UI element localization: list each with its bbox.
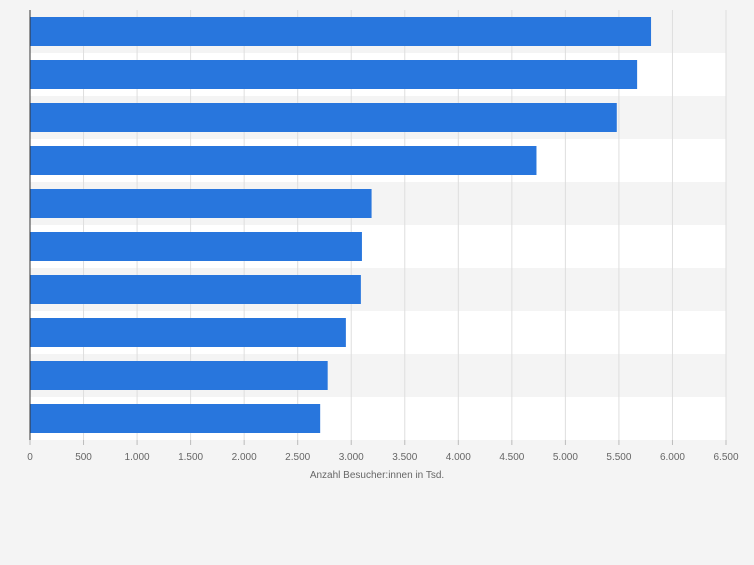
bars [30, 17, 652, 433]
x-tick-label: 4.500 [499, 452, 524, 463]
x-tick-label: 6.000 [660, 452, 685, 463]
x-tick-label: 2.500 [285, 452, 310, 463]
x-tick-label: 5.500 [606, 452, 631, 463]
bar [30, 17, 652, 46]
x-tick-label: 6.500 [713, 452, 738, 463]
bar [30, 318, 346, 347]
bar [30, 232, 362, 261]
x-axis-label: Anzahl Besucher:innen in Tsd. [310, 470, 444, 481]
x-tick-label: 5.000 [553, 452, 578, 463]
x-tick-label: 500 [75, 452, 92, 463]
bar [30, 361, 328, 390]
x-tick-label: 1.000 [125, 452, 150, 463]
x-tick-label: 3.500 [392, 452, 417, 463]
x-tick-label: 3.000 [339, 452, 364, 463]
bar [30, 275, 361, 304]
bar [30, 103, 617, 132]
bar [30, 189, 372, 218]
x-tick-labels: 0 500 1.000 1.500 2.000 2.500 3.000 3.500 4.000 4… [27, 452, 739, 463]
x-tick-label: 4.000 [446, 452, 471, 463]
x-tick-label: 0 [27, 452, 33, 463]
bar [30, 404, 321, 433]
bar [30, 146, 537, 175]
bar [30, 60, 638, 89]
x-tick-label: 2.000 [232, 452, 257, 463]
x-tick-label: 1.500 [178, 452, 203, 463]
